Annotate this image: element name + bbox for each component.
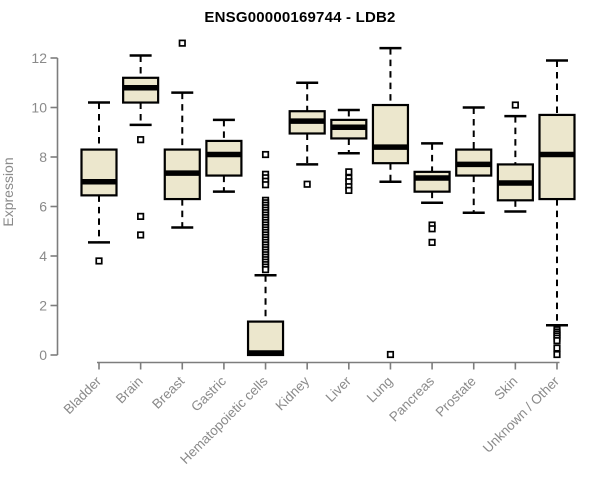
x-category-label: Skin — [491, 374, 520, 403]
outlier-point — [345, 186, 353, 195]
box-group — [288, 81, 326, 188]
outlier-point — [137, 136, 145, 144]
outlier-point — [511, 101, 519, 109]
outlier-point — [137, 212, 145, 220]
outlier-point — [428, 238, 436, 246]
outlier-point — [428, 225, 436, 233]
x-category-label: Brain — [113, 374, 146, 407]
outlier-point — [178, 39, 186, 47]
box-group — [330, 108, 368, 195]
x-category-label: Prostate — [433, 374, 479, 420]
box-iqr — [413, 170, 451, 193]
outlier-point — [553, 337, 561, 345]
box-group — [496, 101, 534, 213]
outlier-point — [261, 266, 270, 274]
y-tick-label: 4 — [39, 248, 47, 264]
y-axis-label: Expression — [0, 157, 16, 226]
x-category-label: Pancreas — [386, 373, 437, 424]
y-tick-label: 0 — [39, 347, 47, 363]
x-category-label: Kidney — [273, 373, 313, 413]
y-tick-label: 2 — [39, 298, 47, 314]
x-category-label: Bladder — [61, 373, 105, 417]
x-category-label: Unknown / Other — [480, 373, 563, 456]
x-category-label: Gastric — [188, 373, 229, 414]
box-group — [163, 39, 201, 229]
chart-title: ENSG00000169744 - LDB2 — [204, 9, 396, 26]
x-category-label: Liver — [323, 373, 355, 405]
y-tick-label: 12 — [31, 50, 47, 66]
box-group — [80, 101, 118, 265]
box-group — [413, 142, 451, 246]
box-group — [371, 46, 410, 359]
box-iqr — [80, 148, 118, 197]
outlier-point — [137, 231, 145, 239]
outlier-point — [553, 350, 561, 359]
box-group — [538, 59, 576, 359]
outlier-point — [553, 344, 561, 352]
box-group — [122, 54, 160, 239]
box-group — [246, 150, 285, 357]
y-tick-label: 8 — [39, 149, 47, 165]
outlier-point — [303, 180, 311, 188]
box-iqr — [246, 320, 285, 357]
box-iqr — [371, 103, 410, 165]
box-iqr — [205, 139, 243, 177]
outlier-point — [261, 181, 270, 189]
box-group — [205, 118, 243, 193]
y-tick-label: 10 — [31, 100, 47, 116]
box-group — [455, 106, 493, 214]
y-tick-label: 6 — [39, 199, 47, 215]
x-category-label: Breast — [149, 373, 187, 411]
y-axis: 0 2 4 6 8 10 12 — [31, 50, 59, 363]
outlier-point — [386, 350, 395, 359]
outlier-point — [95, 257, 103, 265]
outlier-point — [345, 168, 353, 176]
x-category-label: Lung — [364, 374, 396, 406]
outlier-point — [261, 150, 270, 159]
